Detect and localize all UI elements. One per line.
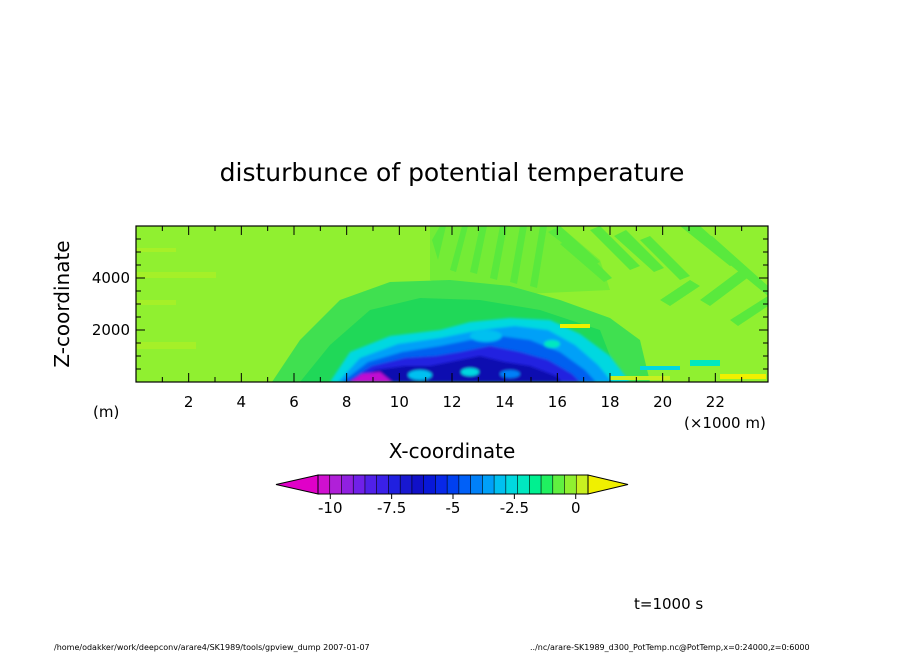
colorbar-swatch bbox=[376, 475, 389, 494]
colorbar-swatch bbox=[400, 475, 413, 494]
x-tick-label: 8 bbox=[342, 393, 352, 411]
heatmap-field bbox=[136, 226, 768, 382]
x-tick-label: 22 bbox=[706, 393, 725, 411]
x-tick-label: 12 bbox=[442, 393, 461, 411]
y-axis-label: Z-coordinate bbox=[50, 240, 74, 367]
colorbar-swatch bbox=[435, 475, 448, 494]
colorbar-swatch bbox=[564, 475, 577, 494]
colorbar-swatch bbox=[529, 475, 542, 494]
colorbar-swatch bbox=[494, 475, 507, 494]
colorbar-tick-label: -10 bbox=[318, 499, 343, 517]
field-striped-region bbox=[430, 226, 768, 326]
colorbar-swatch bbox=[423, 475, 436, 494]
x-axis-unit: (×1000 m) bbox=[684, 414, 766, 432]
colorbar-swatch bbox=[447, 475, 460, 494]
x-tick-label: 2 bbox=[184, 393, 194, 411]
x-tick-label: 4 bbox=[237, 393, 247, 411]
footer-right: ../nc/arare-SK1989_d300_PotTemp.nc@PotTe… bbox=[530, 643, 810, 652]
colorbar-swatch bbox=[576, 475, 589, 494]
x-axis-label: X-coordinate bbox=[389, 439, 516, 463]
colorbar-swatch bbox=[353, 475, 366, 494]
colorbar-swatch bbox=[505, 475, 519, 494]
x-tick-label: 14 bbox=[495, 393, 514, 411]
colorbar-high-arrow bbox=[587, 474, 629, 495]
colorbar-tick-label: -2.5 bbox=[500, 499, 529, 517]
x-tick-label: 20 bbox=[653, 393, 672, 411]
chart-title: disturbunce of potential temperature bbox=[220, 158, 685, 187]
y-tick-label: 2000 bbox=[92, 321, 130, 339]
colorbar-swatch bbox=[458, 475, 472, 494]
colorbar-swatch bbox=[364, 475, 378, 494]
colorbar-swatch bbox=[329, 475, 342, 494]
x-tick-label: 10 bbox=[390, 393, 409, 411]
y-tick-label: 4000 bbox=[92, 269, 130, 287]
y-axis-ticks: 2000 4000 bbox=[92, 238, 768, 370]
colorbar-tick-label: 0 bbox=[571, 499, 581, 517]
time-label: t=1000 s bbox=[634, 595, 703, 613]
y-axis-unit: (m) bbox=[93, 403, 119, 421]
colorbar-swatch bbox=[517, 475, 530, 494]
colorbar-swatch bbox=[318, 475, 331, 494]
colorbar-tick-label: -5 bbox=[446, 499, 461, 517]
colorbar-swatch bbox=[411, 475, 425, 494]
colorbar-swatch bbox=[341, 475, 354, 494]
colorbar-low-arrow bbox=[275, 474, 319, 495]
colorbar-tick-label: -7.5 bbox=[377, 499, 406, 517]
colorbar: -10 -7.5 -5 -2.5 0 bbox=[275, 474, 629, 517]
colorbar-swatch bbox=[470, 475, 483, 494]
x-tick-label: 18 bbox=[600, 393, 619, 411]
cold-pool bbox=[330, 318, 630, 382]
colorbar-swatch bbox=[482, 475, 495, 494]
colorbar-swatch bbox=[552, 475, 566, 494]
footer-left: /home/odakker/work/deepconv/arare4/SK198… bbox=[54, 643, 370, 652]
right-features bbox=[560, 324, 766, 380]
colorbar-swatch bbox=[388, 475, 401, 494]
field-lighter-bands bbox=[136, 248, 216, 349]
colorbar-swatch bbox=[541, 475, 554, 494]
x-axis-ticks: 2 4 6 8 10 12 14 16 18 20 22 bbox=[161, 226, 743, 411]
x-tick-label: 16 bbox=[548, 393, 567, 411]
x-tick-label: 6 bbox=[289, 393, 299, 411]
